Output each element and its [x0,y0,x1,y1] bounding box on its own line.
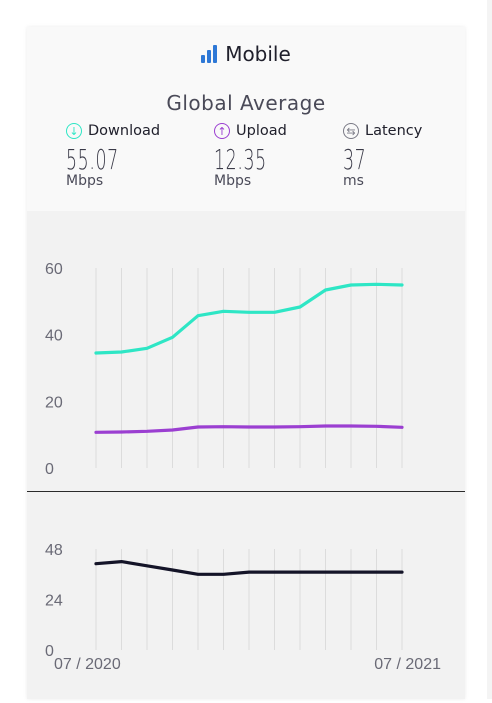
y-tick-label-0-3: 60 [45,261,63,278]
card-header: Mobile Global Average ↓ Download 55.07 M… [27,27,465,211]
download-label: Download [88,123,160,139]
y-tick-label-1-2: 48 [45,542,63,559]
upload-value: 12.35 [214,145,267,175]
chart-area: 0 20 40 60 0 24 48 07 / 2020 07 / 2021 [27,211,465,699]
latency-icon: ⇆ [343,123,359,139]
arrow-up-icon: ↑ [214,123,230,139]
page-edge [487,0,492,699]
upload-metric: ↑ Upload 12.35 Mbps [214,123,299,189]
latency-label: Latency [365,123,422,139]
charts-svg: 0 20 40 60 0 24 48 07 / 2020 07 / 2021 [27,211,465,699]
signal-bars-icon [201,45,217,63]
y-tick-label-0-2: 40 [45,328,63,345]
y-tick-label-1-0: 0 [45,643,54,660]
upload-label: Upload [236,123,287,139]
y-tick-label-0-0: 0 [45,461,54,478]
card-subtitle: Global Average [27,91,465,115]
y-tick-label-1-1: 24 [45,593,63,610]
chart-divider [27,491,465,492]
title-row: Mobile [27,42,465,66]
arrow-down-icon: ↓ [66,123,82,139]
card-title: Mobile [225,42,291,66]
mobile-card: Mobile Global Average ↓ Download 55.07 M… [27,27,465,699]
latency-metric: ⇆ Latency 37 ms [343,123,422,189]
x-tick-label-start: 07 / 2020 [54,656,121,673]
download-value: 55.07 [66,145,124,175]
download-metric: ↓ Download 55.07 Mbps [66,123,160,189]
y-tick-label-0-1: 20 [45,394,63,411]
latency-value: 37 [343,145,392,175]
x-tick-label-end: 07 / 2021 [374,656,441,673]
